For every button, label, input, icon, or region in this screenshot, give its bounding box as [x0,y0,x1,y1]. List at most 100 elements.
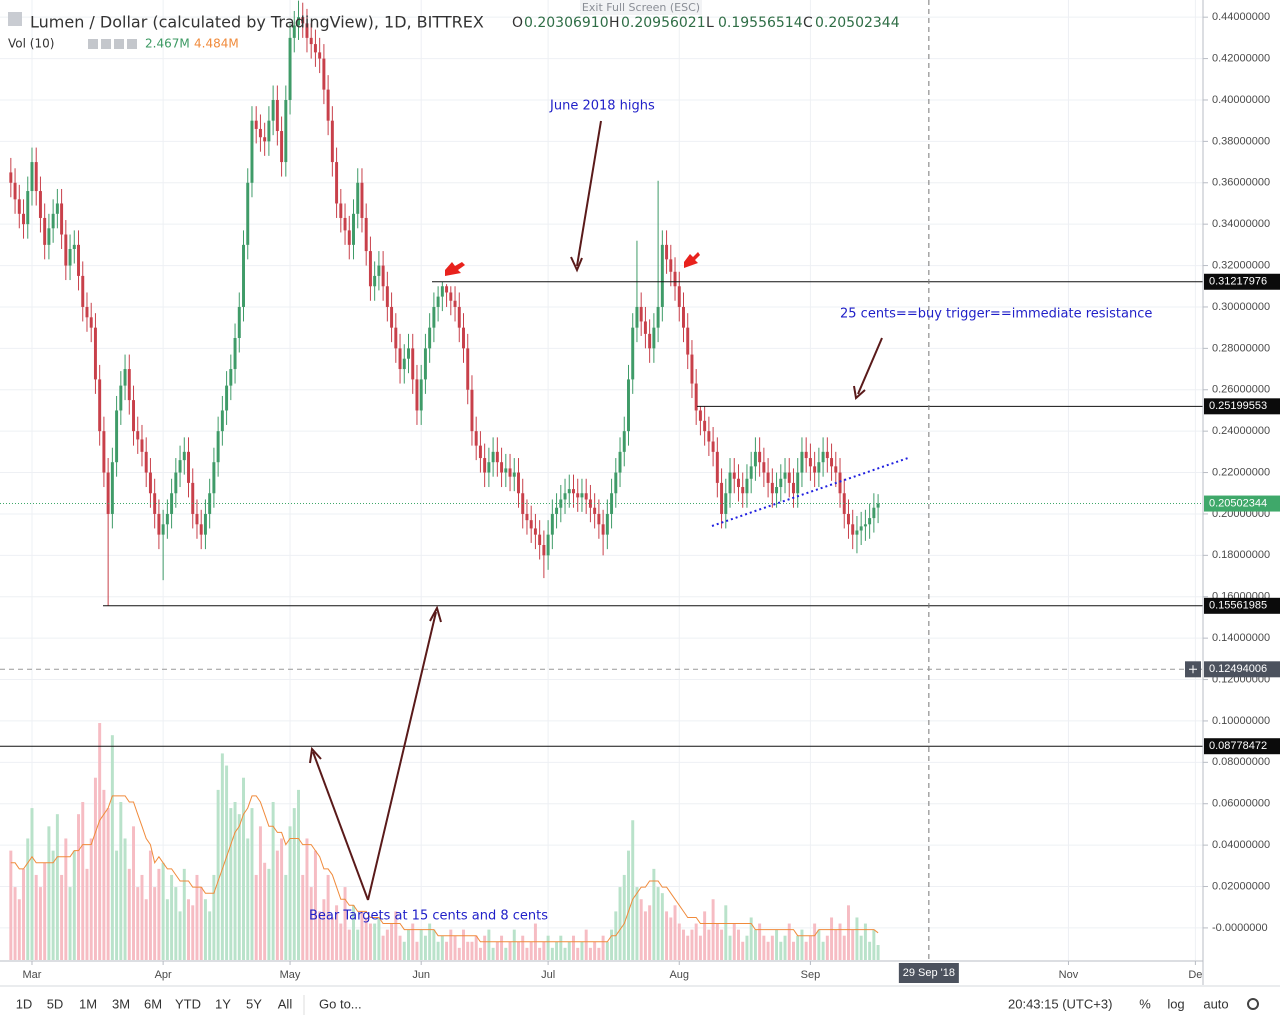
candle-body [584,493,588,500]
y-tick-label: 0.38000000 [1212,135,1270,147]
volume-bar [546,935,550,960]
level-label: 0.25199553 [1209,400,1267,412]
candle-body [38,191,42,218]
range-button[interactable]: All [278,996,293,1011]
volume-bar [538,947,542,960]
candle-body [542,544,546,556]
volume-bar [648,905,652,960]
x-tick-label: Nov [1059,969,1079,981]
volume-bar [669,917,673,960]
y-tick-label: 0.24000000 [1212,425,1270,437]
candle-body [440,286,444,297]
volume-label: Vol (10) [8,37,54,51]
scale-option[interactable]: log [1167,996,1184,1011]
volume-bar [43,862,47,960]
candle-body [423,348,427,380]
volume-bar [292,808,296,960]
volume-bar [280,838,284,960]
level-label: 0.31217976 [1209,276,1267,288]
candle-body [445,286,449,293]
candle-body [800,451,804,473]
volume-bar [419,929,423,960]
candle-body [834,466,838,473]
volume-bar [119,802,123,960]
candle-body [724,493,728,514]
range-button[interactable]: 1Y [215,996,231,1011]
candle-body [559,499,563,508]
candle-body [428,327,432,349]
annotation: Bear Targets at 15 cents and 8 cents [309,909,548,924]
candle-body [187,451,190,483]
candle-body [195,513,199,525]
candle-body [373,275,377,287]
volume-bar [555,941,559,960]
exit-fullscreen-button[interactable] [580,0,702,15]
volume-bar [707,929,711,960]
exit-fullscreen[interactable]: Exit Full Screen (ESC) [582,1,700,14]
range-button[interactable]: 5Y [246,996,262,1011]
candle-body [775,487,779,494]
candle-body [292,25,296,38]
candle-body [525,513,529,521]
goto-button[interactable]: Go to... [319,996,362,1011]
settings-icon[interactable] [1247,998,1259,1010]
x-tick-label: Jun [412,969,430,981]
volume-bar [233,802,237,960]
candle-body [500,462,504,473]
symbol-icon [8,12,22,26]
scale-option[interactable]: auto [1203,996,1228,1011]
candle-body [563,493,567,500]
candle-body [216,431,220,463]
candle-body [859,526,863,531]
volume-bar [110,735,114,960]
candle-body [330,120,334,163]
candle-body [813,466,817,473]
range-button[interactable]: 1D [16,996,33,1011]
volume-bar [318,911,322,960]
annotation: June 2018 highs [549,99,655,114]
range-button[interactable]: 5D [47,996,64,1011]
volume-bar [500,935,504,960]
volume-bar [825,935,829,960]
range-button[interactable]: 6M [144,996,162,1011]
volume-bar [457,947,461,960]
candle-body [432,306,436,328]
volume-bar [741,941,745,960]
range-button[interactable]: 1M [79,996,97,1011]
volume-bar [373,923,377,960]
candle-body [208,493,212,514]
volume-bar [157,868,161,960]
volume-bar [597,947,601,960]
ohlc-key: O [512,15,523,31]
candle-body [546,534,550,556]
ohlc-value: 0.19556514 [718,15,803,31]
candle-body [136,431,140,440]
volume-bar [724,905,728,960]
range-button[interactable]: YTD [175,996,201,1011]
volume-bar [212,874,216,960]
chart-title: Lumen / Dollar (calculated by TradingVie… [30,13,484,32]
volume-bar [313,850,317,960]
volume-bar [64,838,68,960]
candle-body [288,37,292,100]
volume-bar [275,850,279,960]
candle-body [220,410,224,432]
scale-option[interactable]: % [1139,996,1151,1011]
volume-bar [161,862,165,960]
candle-body [144,451,148,473]
volume-bar [660,893,664,960]
candle-body [225,385,229,411]
y-tick-label: 0.22000000 [1212,466,1270,478]
volume-bar [487,929,491,960]
candle-body [415,379,419,411]
candle-body [85,306,89,318]
y-tick-label: 0.14000000 [1212,632,1270,644]
arrow [312,751,369,901]
candle-body [191,482,195,514]
range-button[interactable]: 3M [112,996,130,1011]
candle-body [402,358,406,370]
volume-bar [144,899,148,960]
candle-body [72,244,76,250]
gear[interactable] [1247,998,1259,1010]
candle-body [872,507,876,519]
